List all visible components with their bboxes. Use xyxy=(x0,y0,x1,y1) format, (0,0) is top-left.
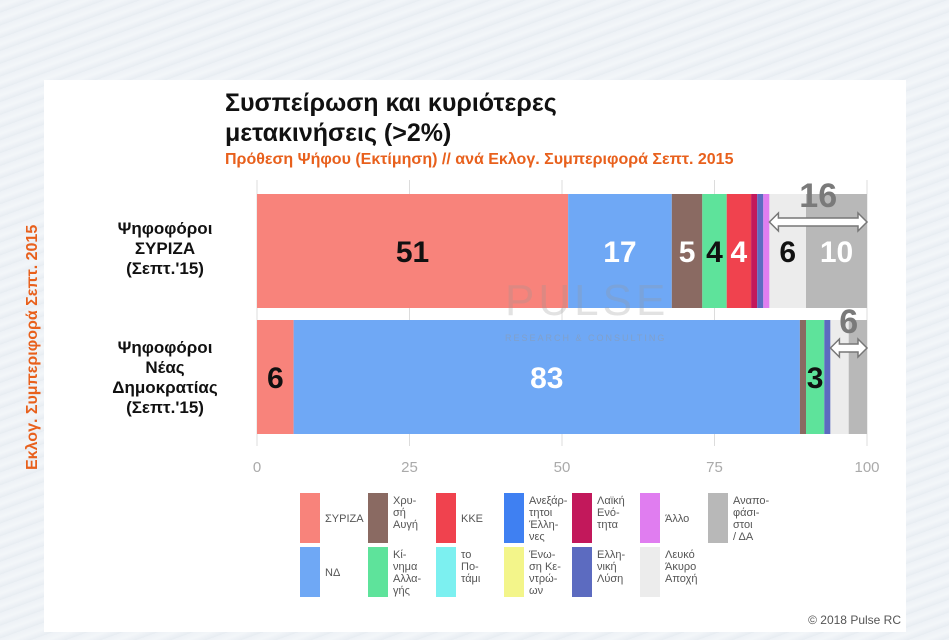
legend-swatch xyxy=(504,547,524,597)
legend-swatch xyxy=(300,493,320,543)
data-label: 10 xyxy=(820,236,853,269)
bar-segment xyxy=(293,320,800,434)
data-label: 51 xyxy=(396,236,429,269)
chart-subtitle: Πρόθεση Ψήφου (Εκτίμηση) // ανά Εκλογ. Σ… xyxy=(225,151,734,168)
legend-swatch xyxy=(504,493,524,543)
watermark: PULSE xyxy=(505,276,670,325)
bar-segment xyxy=(799,320,806,434)
chart-legend: ΣΥΡΙΖΑ ΝΔ Χρυ-σή Αυγή Κί-νημα Αλλα-γής ΚΚΕ το Πο… xyxy=(300,493,780,603)
x-tick-label: 25 xyxy=(401,459,418,476)
legend-label: ΝΔ xyxy=(325,567,341,579)
legend-swatch xyxy=(640,493,660,543)
legend-label: το Πο-τάμι xyxy=(461,549,481,585)
row-label-line: Ψηφοφόροι xyxy=(117,219,213,238)
bar-segment xyxy=(751,194,758,308)
annotation-label: 6 xyxy=(839,303,858,341)
bar-segment xyxy=(257,194,569,308)
bar-segment xyxy=(763,194,770,308)
legend-label: Λευκό Άκυρο Αποχή xyxy=(665,549,698,585)
legend-label: Λαϊκή Ενό-τητα xyxy=(597,495,625,531)
range-arrow-annotation xyxy=(768,211,869,233)
row-label-nd: Ψηφοφόροι Νέας Δημοκρατίας (Σεπτ.'15) xyxy=(80,338,250,418)
data-label: 83 xyxy=(530,362,563,395)
legend-item: Λαϊκή Ενό-τητα xyxy=(572,493,642,545)
legend-item: το Πο-τάμι xyxy=(436,547,506,599)
legend-item: Ένω-ση Κε-ντρώ-ων xyxy=(504,547,574,599)
legend-item: Αναπο-φάσι-στοι / ΔΑ xyxy=(708,493,778,545)
copyright: © 2018 Pulse RC xyxy=(808,613,901,627)
bar-segment xyxy=(806,320,825,434)
legend-label: Χρυ-σή Αυγή xyxy=(393,495,418,531)
data-label: 6 xyxy=(779,236,796,269)
chart-title: Συσπείρωση και κυριότερες μετακινήσεις (… xyxy=(225,89,557,147)
row-label-line: Ψηφοφόροι xyxy=(117,338,213,357)
watermark-subtitle: RESEARCH & CONSULTING xyxy=(505,333,667,343)
data-label: 17 xyxy=(603,236,636,269)
data-label: 3 xyxy=(807,362,824,395)
bar-segment xyxy=(568,194,672,308)
data-label: 5 xyxy=(679,236,696,269)
x-tick-label: 75 xyxy=(706,459,723,476)
legend-swatch xyxy=(436,547,456,597)
legend-label: Άλλο xyxy=(665,513,690,525)
row-label-line: ΣΥΡΙΖΑ xyxy=(134,239,196,258)
row-label-line: Νέας xyxy=(145,358,185,377)
row-label-syriza: Ψηφοφόροι ΣΥΡΙΖΑ (Σεπτ.'15) xyxy=(80,219,250,279)
legend-label: Ανεξάρ-τητοι Έλλη-νες xyxy=(529,495,568,543)
legend-swatch xyxy=(436,493,456,543)
legend-item: Ελλη-νική Λύση xyxy=(572,547,642,599)
double-arrow-icon xyxy=(829,337,869,359)
row-label-line: Δημοκρατίας xyxy=(112,378,218,397)
legend-swatch xyxy=(300,547,320,597)
double-arrow-icon xyxy=(768,211,869,233)
legend-label: Ελλη-νική Λύση xyxy=(597,549,626,585)
legend-label: ΚΚΕ xyxy=(461,513,484,525)
legend-swatch xyxy=(708,493,728,543)
legend-item: ΝΔ xyxy=(300,547,370,599)
legend-label: Ένω-ση Κε-ντρώ-ων xyxy=(529,549,561,597)
x-tick-label: 50 xyxy=(554,459,571,476)
row-label-line: (Σεπτ.'15) xyxy=(126,398,204,417)
data-label: 4 xyxy=(706,236,723,269)
legend-swatch xyxy=(572,547,592,597)
data-label: 4 xyxy=(731,236,748,269)
legend-label: Αναπο-φάσι-στοι / ΔΑ xyxy=(733,495,770,543)
bar-segment xyxy=(824,320,831,434)
x-tick-label: 100 xyxy=(854,459,879,476)
range-arrow-annotation xyxy=(829,337,869,359)
legend-item: Άλλο xyxy=(640,493,710,545)
bar-segment xyxy=(769,194,806,308)
annotation-label: 16 xyxy=(799,177,837,215)
legend-item: Ανεξάρ-τητοι Έλλη-νες xyxy=(504,493,574,545)
legend-label: ΣΥΡΙΖΑ xyxy=(325,513,364,525)
bar-segment xyxy=(806,194,867,308)
bar-segment xyxy=(671,194,703,308)
bar-segment xyxy=(757,194,764,308)
legend-item: Λευκό Άκυρο Αποχή xyxy=(640,547,710,599)
legend-item: ΣΥΡΙΖΑ xyxy=(300,493,370,545)
legend-label: Κί-νημα Αλλα-γής xyxy=(393,549,422,597)
bar-segment xyxy=(702,194,727,308)
legend-item: ΚΚΕ xyxy=(436,493,506,545)
legend-swatch xyxy=(368,547,388,597)
legend-item: Χρυ-σή Αυγή xyxy=(368,493,438,545)
row-label-line: (Σεπτ.'15) xyxy=(126,259,204,278)
bar-segment xyxy=(257,320,294,434)
x-tick-label: 0 xyxy=(253,459,261,476)
legend-swatch xyxy=(640,547,660,597)
data-label: 6 xyxy=(267,362,284,395)
bar-segment xyxy=(726,194,752,308)
legend-item: Κί-νημα Αλλα-γής xyxy=(368,547,438,599)
legend-swatch xyxy=(368,493,388,543)
legend-swatch xyxy=(572,493,592,543)
